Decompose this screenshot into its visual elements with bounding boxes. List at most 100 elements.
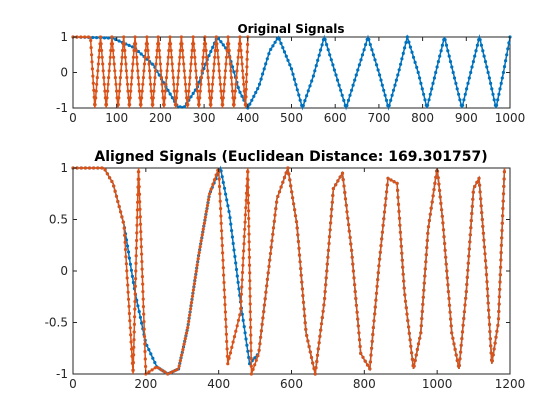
series-point — [131, 361, 135, 365]
series-point — [376, 278, 380, 282]
series-point — [326, 48, 330, 52]
series-point — [95, 76, 99, 80]
series-point — [370, 339, 374, 343]
series-point — [127, 304, 131, 308]
series-point — [488, 337, 492, 341]
series-point — [150, 62, 154, 66]
series-point — [393, 83, 397, 87]
series-point — [151, 103, 155, 107]
series-point — [89, 46, 93, 50]
series-point — [365, 363, 370, 367]
series-point — [234, 267, 239, 272]
series-point — [314, 366, 318, 370]
series-point — [225, 347, 229, 351]
series-point — [247, 263, 252, 267]
series-point — [152, 89, 156, 93]
series-point — [425, 238, 429, 243]
series-point — [422, 281, 426, 285]
series-point — [342, 184, 346, 188]
series-point — [130, 274, 134, 278]
series-point — [140, 275, 144, 279]
series-point — [159, 69, 163, 73]
series-point — [187, 319, 191, 323]
series-point — [271, 232, 275, 236]
series-point — [287, 172, 291, 176]
series-point — [423, 267, 427, 271]
series-point — [507, 41, 511, 45]
series-point — [141, 282, 145, 286]
series-point — [336, 179, 340, 183]
series-point — [201, 227, 205, 231]
series-point — [126, 297, 131, 301]
series-point — [247, 209, 251, 213]
series-point — [197, 251, 201, 255]
series-point — [501, 70, 505, 75]
series-point — [356, 324, 360, 328]
series-point — [176, 76, 180, 80]
series-point — [141, 76, 145, 80]
series-point — [201, 55, 205, 59]
series-point — [149, 82, 153, 86]
series-point — [378, 73, 382, 77]
series-point — [284, 171, 288, 175]
series-point — [181, 348, 185, 352]
series-point — [157, 48, 161, 53]
series-point — [139, 230, 143, 234]
series-point — [210, 82, 215, 86]
series-point — [431, 81, 435, 85]
series-point — [436, 60, 440, 64]
plot-title: Original Signals — [237, 22, 344, 36]
series-point — [194, 76, 198, 80]
series-point — [490, 359, 494, 363]
series-point — [501, 192, 506, 196]
series-point — [500, 236, 504, 240]
series-point — [241, 76, 245, 80]
series-point — [396, 188, 400, 192]
series-point — [258, 342, 262, 346]
series-point — [153, 366, 157, 370]
series-point — [492, 98, 496, 102]
series-point — [199, 76, 204, 80]
series-point — [356, 68, 360, 72]
series-point — [223, 303, 227, 307]
series-point — [205, 55, 209, 59]
series-point — [441, 228, 446, 232]
series-point — [206, 69, 210, 73]
series-point — [228, 62, 232, 66]
series-point — [301, 103, 305, 108]
series-point — [149, 89, 153, 93]
series-point — [297, 253, 302, 257]
series-point — [99, 42, 103, 46]
series-point — [293, 208, 297, 212]
y-tick-label: 1 — [60, 30, 68, 44]
series-point — [291, 72, 295, 76]
series-point — [308, 84, 312, 88]
series-point — [216, 55, 220, 59]
series-point — [106, 89, 110, 93]
series-point — [265, 57, 269, 61]
series-point — [121, 48, 125, 53]
series-point — [142, 62, 147, 66]
series-point — [467, 76, 471, 80]
series-point — [140, 96, 144, 100]
series-point — [295, 226, 299, 230]
series-point — [191, 288, 195, 292]
series-point — [219, 221, 223, 225]
series-point — [401, 265, 405, 269]
series-point — [135, 231, 139, 235]
series-point — [131, 280, 135, 285]
series-point — [237, 48, 241, 53]
series-point — [426, 103, 430, 107]
series-point — [189, 307, 193, 311]
series-point — [291, 196, 295, 200]
series-point — [218, 192, 222, 196]
series-point — [428, 212, 432, 216]
y-axis: -1 0 1 — [56, 30, 510, 115]
series-point — [350, 255, 354, 259]
series-point — [178, 48, 182, 53]
series-point — [420, 309, 424, 314]
series-point — [242, 325, 246, 329]
series-point — [498, 287, 502, 291]
series-point — [230, 235, 234, 239]
series-point — [408, 338, 412, 342]
